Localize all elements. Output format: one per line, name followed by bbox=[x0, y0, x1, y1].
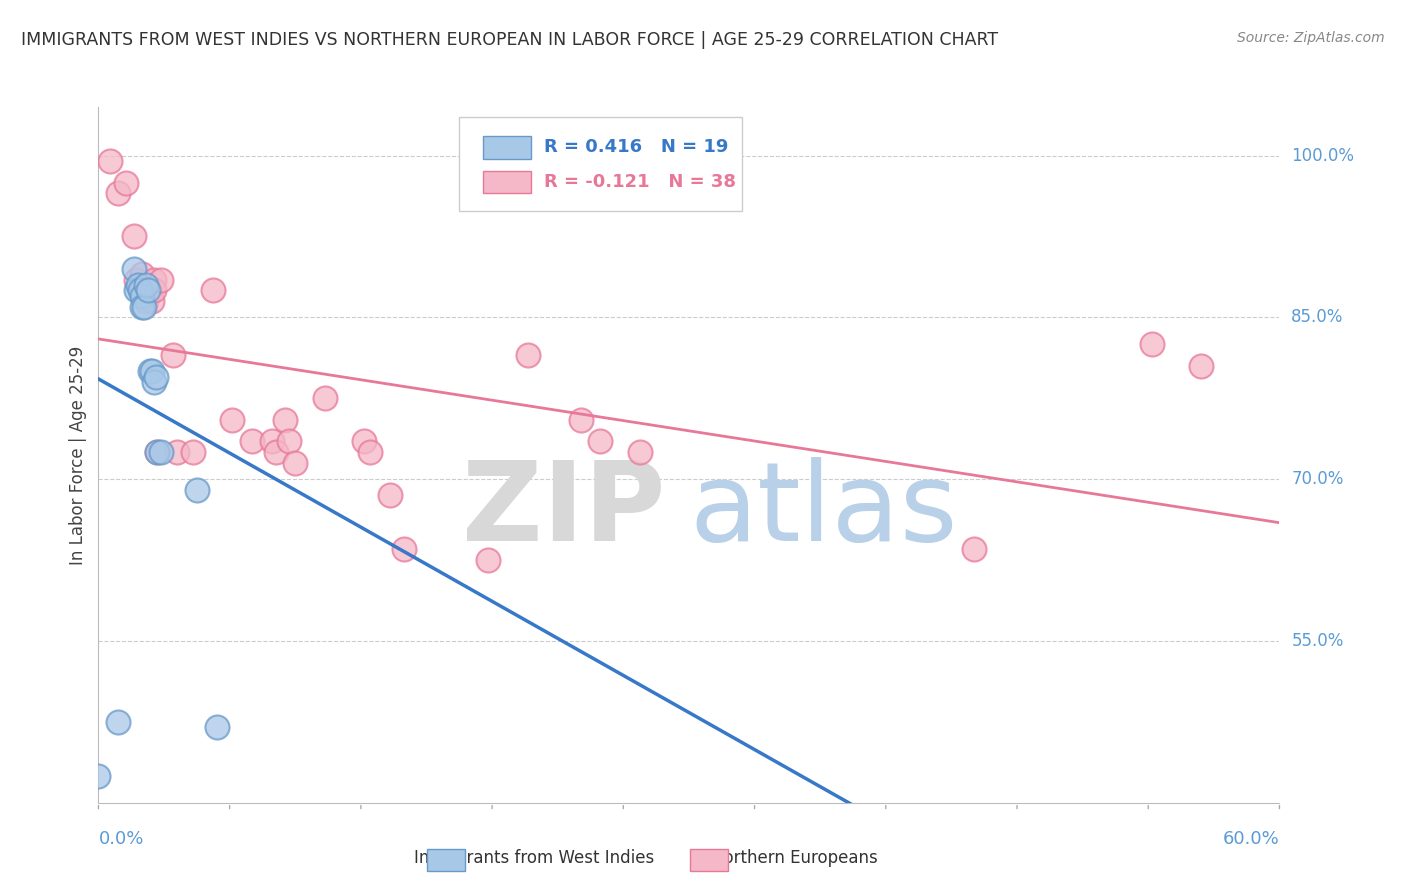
Text: 55.0%: 55.0% bbox=[1291, 632, 1344, 650]
Point bbox=[181, 445, 204, 459]
Y-axis label: In Labor Force | Age 25-29: In Labor Force | Age 25-29 bbox=[69, 345, 87, 565]
Text: Northern Europeans: Northern Europeans bbox=[711, 849, 877, 867]
Point bbox=[146, 445, 169, 459]
Point bbox=[162, 348, 184, 362]
Point bbox=[107, 714, 129, 729]
Point bbox=[146, 445, 169, 459]
Point bbox=[141, 294, 163, 309]
Point bbox=[284, 456, 307, 470]
Point bbox=[145, 369, 167, 384]
Point bbox=[150, 445, 173, 459]
Point bbox=[240, 434, 263, 449]
Point bbox=[314, 392, 336, 406]
Point bbox=[132, 300, 155, 314]
Text: 70.0%: 70.0% bbox=[1291, 470, 1344, 488]
Point bbox=[205, 720, 228, 734]
Point bbox=[264, 445, 287, 459]
Point bbox=[142, 272, 165, 286]
Text: atlas: atlas bbox=[689, 457, 957, 564]
Text: Immigrants from West Indies: Immigrants from West Indies bbox=[415, 849, 654, 867]
Point bbox=[131, 267, 153, 281]
Point bbox=[166, 445, 188, 459]
Point bbox=[98, 153, 121, 168]
Point bbox=[359, 445, 381, 459]
Point bbox=[127, 278, 149, 293]
Text: 60.0%: 60.0% bbox=[1223, 830, 1279, 847]
Point bbox=[131, 289, 153, 303]
Point bbox=[142, 284, 165, 298]
Point bbox=[274, 413, 297, 427]
Point bbox=[135, 294, 157, 309]
Point bbox=[132, 284, 155, 298]
Point bbox=[1189, 359, 1212, 373]
Point bbox=[115, 176, 138, 190]
Point bbox=[569, 413, 592, 427]
Point bbox=[142, 375, 165, 389]
Point bbox=[353, 434, 375, 449]
Point bbox=[477, 553, 499, 567]
FancyBboxPatch shape bbox=[484, 171, 530, 194]
Text: R = 0.416   N = 19: R = 0.416 N = 19 bbox=[544, 138, 728, 156]
Point bbox=[131, 300, 153, 314]
FancyBboxPatch shape bbox=[484, 136, 530, 159]
Point bbox=[122, 261, 145, 276]
Point bbox=[1140, 337, 1163, 351]
Point bbox=[138, 364, 160, 378]
Point bbox=[141, 364, 163, 378]
Point bbox=[221, 413, 243, 427]
Point bbox=[186, 483, 208, 497]
Text: R = -0.121   N = 38: R = -0.121 N = 38 bbox=[544, 173, 735, 191]
Point bbox=[589, 434, 612, 449]
Point bbox=[122, 229, 145, 244]
Point bbox=[107, 186, 129, 201]
Point bbox=[963, 542, 986, 557]
Point bbox=[87, 769, 110, 783]
Point bbox=[278, 434, 301, 449]
Text: 0.0%: 0.0% bbox=[98, 830, 143, 847]
Text: 85.0%: 85.0% bbox=[1291, 309, 1344, 326]
FancyBboxPatch shape bbox=[458, 118, 742, 211]
Text: Source: ZipAtlas.com: Source: ZipAtlas.com bbox=[1237, 31, 1385, 45]
Point bbox=[628, 445, 651, 459]
Point bbox=[125, 284, 148, 298]
Point bbox=[378, 488, 401, 502]
Point bbox=[135, 278, 157, 293]
Text: ZIP: ZIP bbox=[463, 457, 665, 564]
Point bbox=[516, 348, 538, 362]
Point bbox=[392, 542, 415, 557]
Text: 100.0%: 100.0% bbox=[1291, 146, 1354, 165]
Point bbox=[138, 284, 160, 298]
Text: IMMIGRANTS FROM WEST INDIES VS NORTHERN EUROPEAN IN LABOR FORCE | AGE 25-29 CORR: IMMIGRANTS FROM WEST INDIES VS NORTHERN … bbox=[21, 31, 998, 49]
Point bbox=[260, 434, 283, 449]
Point bbox=[150, 272, 173, 286]
Point bbox=[125, 272, 148, 286]
Point bbox=[201, 284, 224, 298]
Point bbox=[128, 284, 150, 298]
Point bbox=[136, 284, 159, 298]
